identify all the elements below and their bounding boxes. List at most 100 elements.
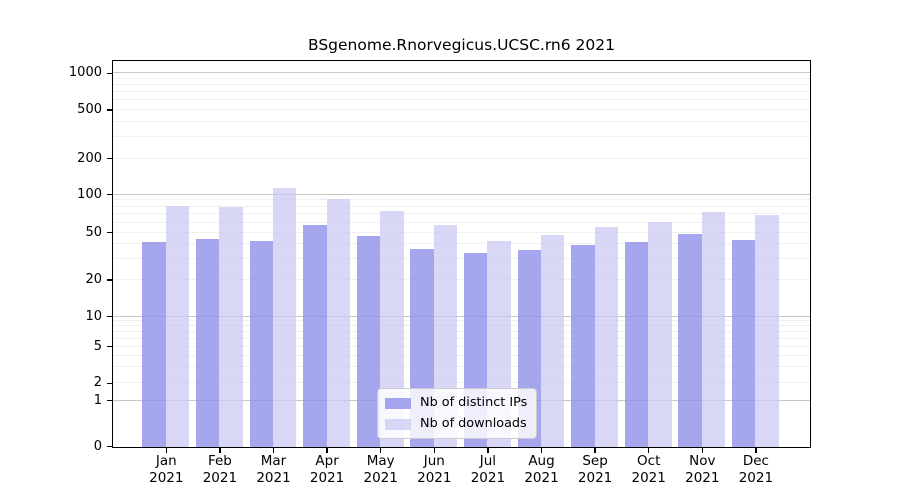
x-tick-label-mar: Mar 2021 [256, 453, 291, 486]
bar-downloads-nov [701, 211, 726, 447]
x-tick-label-jul: Jul 2021 [470, 453, 506, 486]
gridline-major [113, 72, 810, 74]
x-tick-mark [219, 448, 221, 453]
x-tick-mark [648, 448, 650, 453]
legend-swatch-distinct-ips-icon [385, 397, 411, 409]
gridline-minor [113, 205, 810, 207]
bar-downloads-sep [594, 227, 618, 447]
gridline-minor [113, 382, 810, 384]
y-tick-mark [106, 279, 113, 281]
gridline-minor [113, 221, 810, 223]
x-tick-mark [272, 448, 275, 453]
gridline-minor [113, 136, 810, 138]
x-tick-mark [433, 448, 435, 453]
legend: Nb of distinct IPs Nb of downloads [377, 388, 537, 439]
gridline-major [113, 193, 810, 195]
gridline-minor [113, 91, 810, 93]
gridline-minor [113, 331, 810, 333]
gridline-minor [113, 157, 810, 159]
y-tick-mark [106, 109, 113, 111]
x-tick-label-sep: Sep 2021 [577, 453, 613, 486]
y-tick-mark [106, 157, 113, 160]
legend-row-downloads: Nb of downloads [385, 416, 527, 432]
chart-title: BSgenome.Rnorvegicus.UCSC.rn6 2021 [307, 36, 615, 54]
legend-row-distinct-ips: Nb of distinct IPs [385, 395, 527, 411]
bar-downloads-jan [165, 206, 190, 447]
gridline-minor [113, 325, 810, 327]
gridline-minor [113, 213, 810, 215]
gridline-major [113, 315, 810, 317]
gridline-minor [113, 109, 810, 110]
gridline-minor [113, 120, 810, 122]
y-tick-label: 2 [93, 375, 102, 391]
gridline-minor [113, 84, 810, 86]
x-tick-label-nov: Nov 2021 [685, 453, 720, 486]
y-tick-mark [106, 445, 113, 448]
bar-distinct-ips-nov [678, 234, 702, 447]
bar-downloads-mar [273, 188, 297, 447]
gridline-minor [113, 199, 810, 201]
x-tick-label-apr: Apr 2021 [309, 453, 345, 486]
y-tick-mark [106, 232, 113, 234]
y-tick-mark [106, 382, 113, 384]
y-tick-label: 5 [93, 338, 102, 354]
bar-distinct-ips-dec [732, 239, 756, 447]
x-tick-label-oct: Oct 2021 [631, 453, 666, 486]
gridline-minor [113, 243, 810, 245]
y-tick-label: 10 [85, 308, 102, 324]
bar-downloads-may [380, 210, 404, 447]
y-tick-label: 0 [93, 438, 102, 454]
bar-downloads-aug [541, 235, 565, 447]
legend-swatch-downloads-icon [385, 418, 411, 430]
y-tick-mark [106, 346, 113, 348]
x-tick-mark [380, 448, 382, 453]
y-tick-label: 1 [93, 392, 102, 408]
bar-distinct-ips-may [356, 236, 381, 447]
bar-downloads-feb [219, 207, 243, 447]
y-tick-label: 500 [77, 102, 102, 117]
x-tick-label-aug: Aug 2021 [524, 453, 559, 486]
gridline-minor [113, 366, 810, 368]
x-tick-label-dec: Dec 2021 [738, 453, 774, 486]
y-tick-label: 100 [77, 186, 102, 202]
bar-distinct-ips-apr [303, 225, 327, 447]
y-tick-mark [106, 400, 113, 402]
legend-label-downloads: Nb of downloads [420, 416, 527, 431]
bar-downloads-apr [326, 198, 350, 447]
x-tick-mark [701, 448, 703, 453]
gridline-minor [113, 337, 810, 339]
x-tick-mark [594, 448, 596, 453]
gridline-minor [113, 345, 810, 347]
bar-distinct-ips-sep [571, 244, 595, 447]
y-tick-mark [106, 194, 113, 196]
y-tick-label: 200 [77, 150, 102, 166]
gridline-minor [113, 279, 810, 280]
y-tick-label: 20 [85, 272, 102, 287]
y-tick-label: 1000 [68, 65, 102, 81]
x-tick-mark [326, 448, 328, 453]
bar-distinct-ips-oct [624, 242, 649, 447]
x-tick-label-jan: Jan 2021 [149, 453, 184, 486]
gridline-minor [113, 99, 810, 101]
bar-distinct-ips-feb [196, 238, 220, 447]
gridline-minor [113, 77, 810, 79]
gridline-minor [113, 354, 810, 356]
y-tick-mark [106, 72, 113, 74]
plot-area: Nb of distinct IPs Nb of downloads [112, 60, 811, 448]
x-tick-mark [165, 448, 167, 453]
x-tick-mark [540, 448, 543, 453]
gridline-minor [113, 231, 810, 233]
x-tick-label-jun: Jun 2021 [417, 453, 452, 486]
x-tick-mark [755, 448, 757, 453]
x-tick-label-feb: Feb 2021 [202, 453, 238, 486]
gridline-minor [113, 320, 810, 322]
gridline-minor [113, 258, 810, 260]
bar-distinct-ips-mar [249, 241, 273, 447]
bar-downloads-oct [648, 222, 672, 447]
legend-label-distinct-ips: Nb of distinct IPs [420, 395, 528, 410]
bar-distinct-ips-jan [142, 242, 166, 447]
bar-downloads-dec [755, 214, 779, 447]
y-tick-mark [106, 316, 113, 318]
x-tick-mark [487, 448, 489, 453]
y-tick-label: 50 [85, 224, 102, 240]
